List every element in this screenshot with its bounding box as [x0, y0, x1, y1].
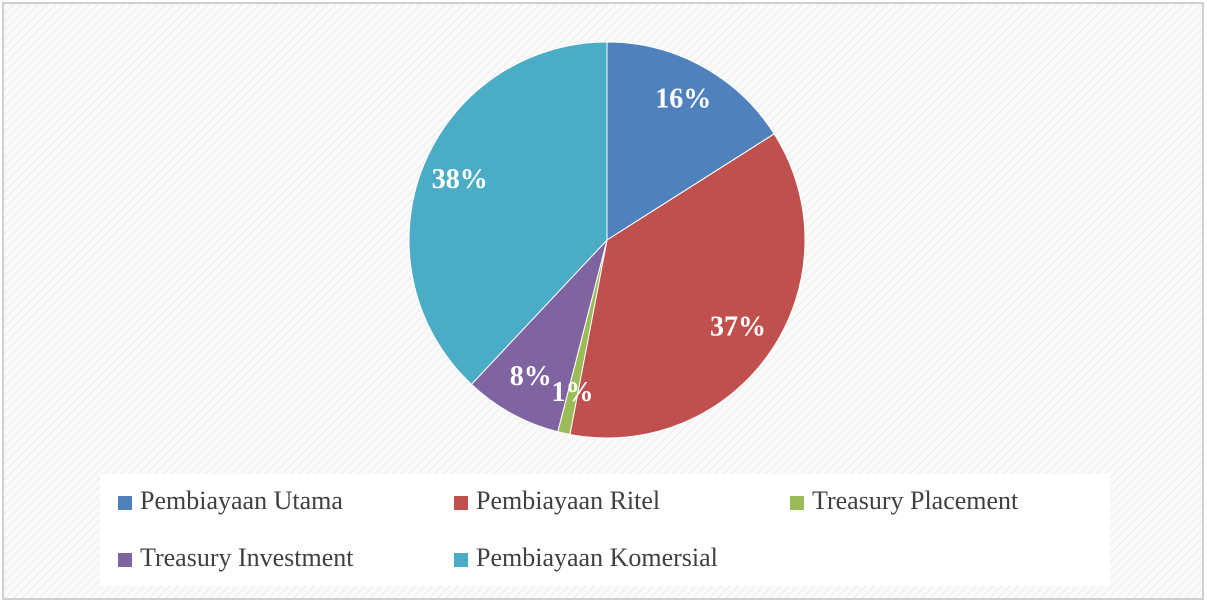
pie-slice [408, 41, 608, 386]
legend-swatch [790, 496, 804, 510]
legend-swatch [118, 553, 132, 567]
legend-swatch [454, 496, 468, 510]
pie-slice [606, 41, 775, 241]
legend: Pembiayaan Utama Pembiayaan Ritel Treasury… [118, 486, 1019, 572]
data-label: 8% [510, 361, 552, 392]
pie-slice [470, 239, 608, 433]
legend-swatch [454, 553, 468, 567]
legend-box [100, 474, 1110, 586]
data-label: 1% [551, 377, 593, 408]
legend-label: Treasury Investment [140, 543, 354, 572]
legend-swatch [118, 496, 132, 510]
legend-label: Pembiayaan Utama [140, 486, 343, 515]
pie [408, 41, 806, 439]
data-label: 37% [710, 311, 766, 342]
legend-label: Pembiayaan Ritel [476, 486, 660, 515]
data-label: 38% [432, 164, 488, 195]
data-label: 16% [655, 84, 711, 115]
legend-label: Treasury Placement [812, 486, 1019, 515]
legend-label: Pembiayaan Komersial [476, 543, 718, 572]
data-labels: 16% 37% 1%8% 38% [432, 84, 766, 408]
pie-slice [569, 133, 806, 439]
